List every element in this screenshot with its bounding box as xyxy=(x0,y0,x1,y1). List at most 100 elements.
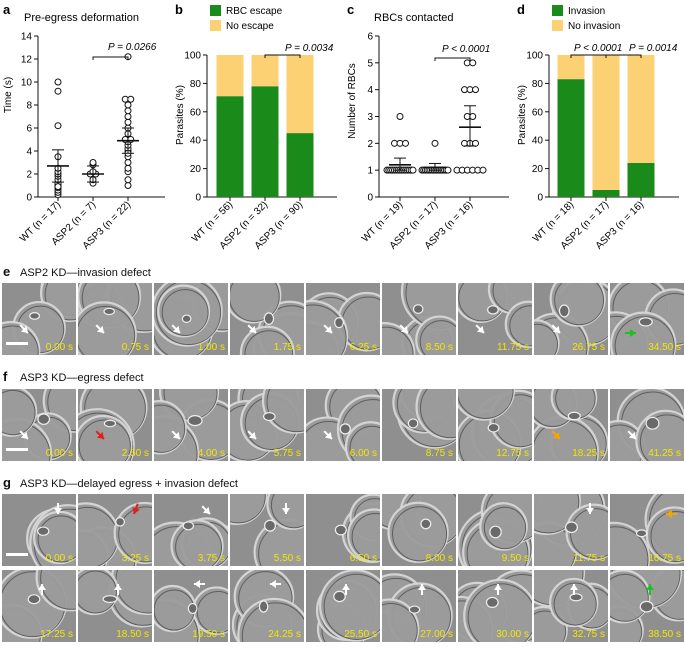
a-data-point xyxy=(124,118,132,126)
b-bar-yellow xyxy=(286,55,314,134)
b-y-tick-label: 20 xyxy=(190,164,202,175)
arrow-head xyxy=(248,325,256,333)
a-y-tick-label: 8 xyxy=(26,101,32,112)
parasite xyxy=(420,518,432,530)
rbc-cell-edge xyxy=(392,506,448,562)
microscopy-frame: 8.75 s xyxy=(382,389,456,461)
d-bar-yellow xyxy=(557,55,585,80)
panel-d-legend: Invasion No invasion xyxy=(552,5,620,32)
rbc-cell-edge xyxy=(534,323,559,355)
panel-f-title: ASP3 KD—egress defect xyxy=(20,372,144,384)
parasite xyxy=(638,317,653,327)
cell-image xyxy=(382,283,456,355)
c-y-tick-label: 2 xyxy=(367,139,373,150)
cell-image xyxy=(154,505,228,566)
parasite xyxy=(487,422,500,433)
b-y-tick-label: 60 xyxy=(190,107,202,118)
parasite xyxy=(635,529,648,538)
rbc-cell-edge xyxy=(306,304,347,355)
rbc-cell-edge xyxy=(244,330,294,355)
rbc-cell xyxy=(78,570,119,616)
a-data-point xyxy=(127,95,135,103)
rbc-cell xyxy=(549,577,599,628)
timestamp-label: 6.50 s xyxy=(349,553,377,564)
cell-image xyxy=(534,570,608,642)
d-bar-yellow xyxy=(592,55,620,190)
timestamp-label: 2.50 s xyxy=(121,448,149,459)
microscopy-frame: 25.50 s xyxy=(306,570,380,642)
timestamp-label: 3.25 s xyxy=(121,553,149,564)
arrow-head xyxy=(586,508,594,514)
panel-c-chart: c RBCs contacted Number of RBCs P < 0.00… xyxy=(347,2,509,252)
rbc-cell-edge xyxy=(534,494,580,534)
c-data-point xyxy=(402,139,409,147)
legend-swatch-yellow xyxy=(210,20,221,31)
rbc-cell-edge xyxy=(382,326,414,355)
arrow-head xyxy=(172,431,180,439)
parasite xyxy=(187,602,198,615)
cell-image xyxy=(306,389,380,461)
timestamp-label: 3.75 s xyxy=(197,553,225,564)
annotation-arrow xyxy=(194,580,205,588)
annotation-arrow xyxy=(171,430,181,440)
cell-image xyxy=(78,501,152,566)
rbc-cell-edge xyxy=(230,494,266,524)
timestamp-label: 0.75 s xyxy=(121,342,149,353)
cell-image xyxy=(2,389,76,461)
c-y-tick-label: 3 xyxy=(367,112,373,123)
rbc-cell-edge xyxy=(241,602,304,642)
panel-c-title: RBCs contacted xyxy=(374,12,453,24)
panel-d-pvalue-asp2: P < 0.0001 xyxy=(574,43,622,54)
timestamp-label: 4.00 s xyxy=(197,448,225,459)
microscopy-frame: 1.00 s xyxy=(154,283,228,355)
rbc-cell-edge xyxy=(650,510,684,563)
rbc-cell-edge xyxy=(37,515,76,563)
a-y-tick-label: 6 xyxy=(26,124,32,135)
timestamp-label: 16.75 s xyxy=(648,553,681,564)
rbc-cell xyxy=(347,508,380,563)
microscopy-frame: 19.50 s xyxy=(154,570,228,642)
a-y-tick-label: 0 xyxy=(26,193,32,204)
timestamp-label: 32.75 s xyxy=(572,629,605,640)
annotation-arrow xyxy=(666,510,677,518)
cell-image xyxy=(534,389,608,461)
parasite xyxy=(407,418,419,429)
parasite xyxy=(485,596,499,608)
arrow-head xyxy=(552,325,560,333)
timestamp-label: 8.00 s xyxy=(425,553,453,564)
b-bar-green xyxy=(286,133,314,197)
annotation-arrow xyxy=(418,584,426,595)
arrow-head xyxy=(194,580,200,588)
rbc-cell xyxy=(344,421,380,461)
legend-swatch-green xyxy=(552,5,563,16)
rbc-cell xyxy=(387,501,449,563)
rbc-cell-edge xyxy=(570,508,608,559)
cell-image xyxy=(230,494,304,566)
cell-image xyxy=(382,494,456,563)
c-data-point xyxy=(396,113,404,120)
rbc-cell xyxy=(2,320,41,355)
panel-d-chart: d Parasites (%) P < 0.0001 P = 0.0014 In… xyxy=(517,2,679,252)
rbc-cell xyxy=(230,494,268,526)
rbc-cell xyxy=(549,283,606,327)
arrow-head xyxy=(248,431,256,439)
d-bar-yellow xyxy=(627,55,655,163)
d-bar-green xyxy=(627,162,655,197)
timestamp-label: 8.50 s xyxy=(425,342,453,353)
timestamp-label: 9.50 s xyxy=(501,553,529,564)
rbc-cell xyxy=(610,521,651,566)
legend-label-invasion: Invasion xyxy=(568,6,605,17)
c-y-tick-label: 1 xyxy=(367,166,373,177)
b-bar-green xyxy=(251,86,279,197)
d-significance-bracket xyxy=(570,54,642,58)
a-data-point xyxy=(124,101,132,109)
b-bar-yellow xyxy=(251,55,279,87)
microscopy-frame: 32.75 s xyxy=(534,570,608,642)
d-bar-green xyxy=(592,189,620,197)
c-data-point xyxy=(472,139,479,147)
panel-g-letter: g xyxy=(3,475,11,490)
cell-image xyxy=(78,389,148,461)
a-data-point xyxy=(124,182,132,189)
cell-image xyxy=(610,389,684,461)
rbc-cell xyxy=(565,503,608,561)
